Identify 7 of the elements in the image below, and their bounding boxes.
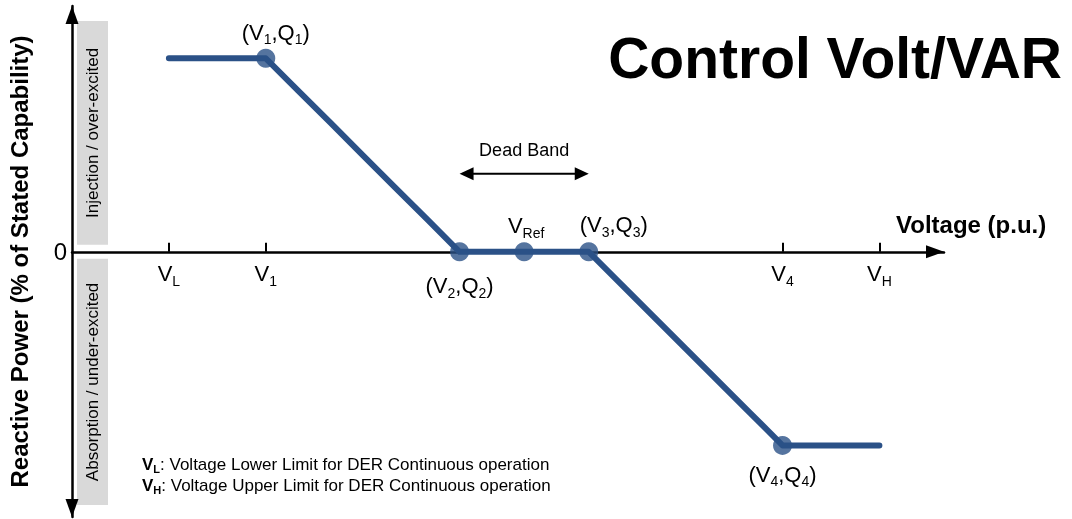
annotation: Dead Band [479, 139, 570, 160]
text: 0 [53, 238, 67, 266]
annotation: Absorption / under-excited [83, 282, 102, 482]
y-axis-title: Reactive Power (% of Stated Capability) [5, 35, 33, 488]
x-axis-title: Voltage (p.u.) [896, 211, 1047, 239]
chart-title: Control Volt/VAR [608, 25, 1063, 90]
annotation: Injection / over-excited [83, 47, 102, 218]
